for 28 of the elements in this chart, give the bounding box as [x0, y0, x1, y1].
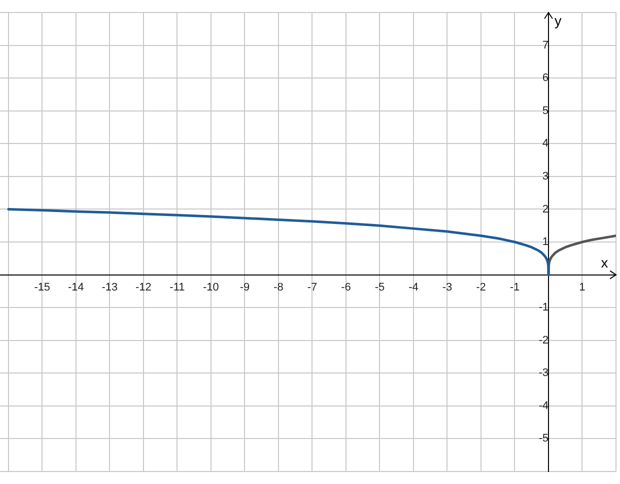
y-tick-label: 2	[542, 203, 548, 216]
x-axis-title: x	[601, 254, 608, 271]
x-tick-label: -5	[374, 281, 385, 294]
y-tick-label: -3	[538, 367, 548, 380]
y-tick-label: -2	[538, 334, 548, 346]
x-tick-label: -11	[170, 281, 185, 294]
x-tick-label: -14	[68, 281, 84, 294]
x-tick-label: -3	[442, 281, 452, 294]
x-tick-label: -4	[408, 281, 418, 294]
x-tick-label: -2	[476, 281, 486, 294]
x-tick-label: -12	[136, 281, 152, 294]
x-tick-label: -1	[510, 281, 520, 294]
x-tick-label: -9	[240, 281, 250, 294]
y-axis-title: y	[554, 12, 562, 28]
y-tick-label: -1	[538, 302, 548, 314]
y-tick-label: 1	[542, 236, 548, 248]
y-tick-label: 7	[542, 39, 548, 52]
y-tick-label: 5	[542, 104, 548, 117]
x-tick-label: -15	[34, 281, 50, 294]
y-tick-label: 6	[542, 72, 548, 84]
x-tick-label: 1	[579, 281, 586, 294]
x-tick-label: -7	[307, 281, 318, 294]
x-tick-label: -6	[341, 281, 351, 294]
x-tick-label: -10	[203, 281, 219, 294]
x-tick-label: -13	[102, 281, 118, 294]
y-tick-label: -5	[538, 432, 548, 445]
y-tick-label: 3	[542, 170, 548, 182]
x-tick-label: -8	[274, 281, 284, 294]
